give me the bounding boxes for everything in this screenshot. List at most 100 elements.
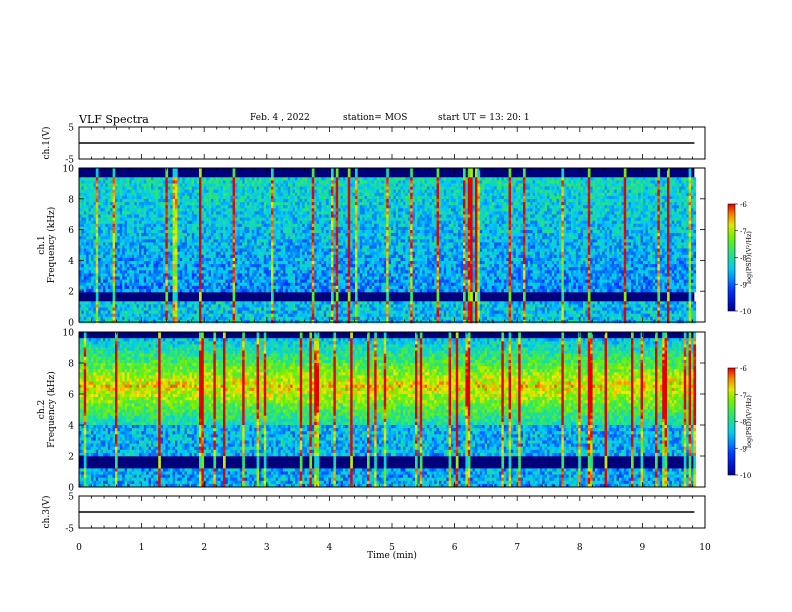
spectrogram-cell xyxy=(115,270,118,273)
spectrogram-cell xyxy=(321,215,324,218)
spectrogram-cell xyxy=(101,236,104,239)
spectrogram-cell xyxy=(302,314,305,317)
spectrogram-cell xyxy=(245,230,248,233)
spectrogram-cell xyxy=(96,184,99,187)
spectrogram-cell xyxy=(132,205,135,208)
spectrogram-cell xyxy=(91,224,94,227)
spectrogram-cell xyxy=(305,246,308,249)
spectrogram-cell xyxy=(122,311,125,314)
spectrogram-cell xyxy=(235,277,238,280)
spectrogram-cell xyxy=(305,230,308,233)
spectrogram-cell xyxy=(127,289,130,292)
spectrogram-cell xyxy=(341,286,344,289)
spectrogram-cell xyxy=(269,218,272,221)
spectrogram-cell xyxy=(199,277,202,280)
spectrogram-cell xyxy=(103,283,106,286)
spectrogram-cell xyxy=(331,215,334,218)
spectrogram-cell xyxy=(125,215,128,218)
spectrogram-cell xyxy=(281,202,284,205)
spectrogram-cell xyxy=(259,317,262,320)
spectrogram-cell xyxy=(173,267,176,270)
spectrogram-cell xyxy=(338,255,341,258)
spectrogram-cell xyxy=(254,301,257,304)
spectrogram-cell xyxy=(185,230,188,233)
spectrogram-cell xyxy=(206,308,209,311)
spectrogram-cell xyxy=(314,277,317,280)
spectrogram-cell xyxy=(192,261,195,264)
spectrogram-cell xyxy=(259,227,262,230)
spectrogram-cell xyxy=(278,218,281,221)
spectrogram-cell xyxy=(245,227,248,230)
spectrogram-cell xyxy=(117,211,120,214)
spectrogram-cell xyxy=(336,180,339,183)
spectrogram-cell xyxy=(81,317,84,320)
spectrogram-cell xyxy=(101,252,104,255)
spectrogram-cell xyxy=(295,289,298,292)
spectrogram-cell xyxy=(129,224,132,227)
spectrogram-cell xyxy=(211,249,214,252)
spectrogram-cell xyxy=(266,277,269,280)
spectrogram-cell xyxy=(259,199,262,202)
spectrogram-cell xyxy=(324,190,327,193)
spectrogram-cell xyxy=(338,246,341,249)
spectrogram-cell xyxy=(161,314,164,317)
spectrogram-cell xyxy=(84,289,87,292)
spectrogram-cell xyxy=(89,236,92,239)
spectrogram-cell xyxy=(309,199,312,202)
spectrogram-cell xyxy=(175,317,178,320)
spectrogram-cell xyxy=(223,258,226,261)
spectrogram-cell xyxy=(326,233,329,236)
spectrogram-cell xyxy=(115,249,118,252)
spectrogram-cell xyxy=(139,304,142,307)
spectrogram-cell xyxy=(278,246,281,249)
spectrogram-cell xyxy=(336,286,339,289)
spectrogram-cell xyxy=(197,233,200,236)
spectrogram-cell xyxy=(91,205,94,208)
spectrogram-cell xyxy=(276,218,279,221)
spectrogram-cell xyxy=(237,314,240,317)
spectrogram-cell xyxy=(185,261,188,264)
spectrogram-cell xyxy=(156,227,159,230)
spectrogram-cell xyxy=(297,314,300,317)
spectrogram-cell xyxy=(103,184,106,187)
spectrogram-cell xyxy=(281,252,284,255)
spectrogram-cell xyxy=(110,289,113,292)
spectrogram-cell xyxy=(259,218,262,221)
spectrogram-cell xyxy=(153,193,156,196)
spectrogram-cell xyxy=(319,255,322,258)
spectrogram-cell xyxy=(237,289,240,292)
spectrogram-cell xyxy=(84,202,87,205)
spectrogram-cell xyxy=(187,286,190,289)
spectrogram-cell xyxy=(146,283,149,286)
spectrogram-cell xyxy=(177,317,180,320)
spectrogram-cell xyxy=(110,208,113,211)
spectrogram-cell xyxy=(132,317,135,320)
spectrogram-cell xyxy=(134,184,137,187)
spectrogram-cell xyxy=(170,246,173,249)
spectrogram-cell xyxy=(187,177,190,180)
spectrogram-cell xyxy=(324,273,327,276)
spectrogram-cell xyxy=(139,236,142,239)
spectrogram-cell xyxy=(182,301,185,304)
spectrogram-cell xyxy=(242,280,245,283)
spectrogram-cell xyxy=(259,215,262,218)
spectrogram-cell xyxy=(324,261,327,264)
spectrogram-cell xyxy=(345,177,348,180)
spectrogram-cell xyxy=(201,304,204,307)
spectrogram-cell xyxy=(105,211,108,214)
spectrogram-cell xyxy=(266,252,269,255)
spectrogram-cell xyxy=(141,280,144,283)
spectrogram-cell xyxy=(305,317,308,320)
spectrogram-cell xyxy=(312,190,315,193)
spectrogram-cell xyxy=(144,208,147,211)
spectrogram-cell xyxy=(117,308,120,311)
spectrogram-cell xyxy=(305,267,308,270)
spectrogram-cell xyxy=(194,196,197,199)
spectrogram-cell xyxy=(185,264,188,267)
spectrogram-cell xyxy=(261,317,264,320)
spectrogram-cell xyxy=(264,190,267,193)
spectrogram-cell xyxy=(199,174,202,177)
spectrogram-cell xyxy=(149,283,152,286)
spectrogram-cell xyxy=(338,233,341,236)
spectrogram-cell xyxy=(288,273,291,276)
